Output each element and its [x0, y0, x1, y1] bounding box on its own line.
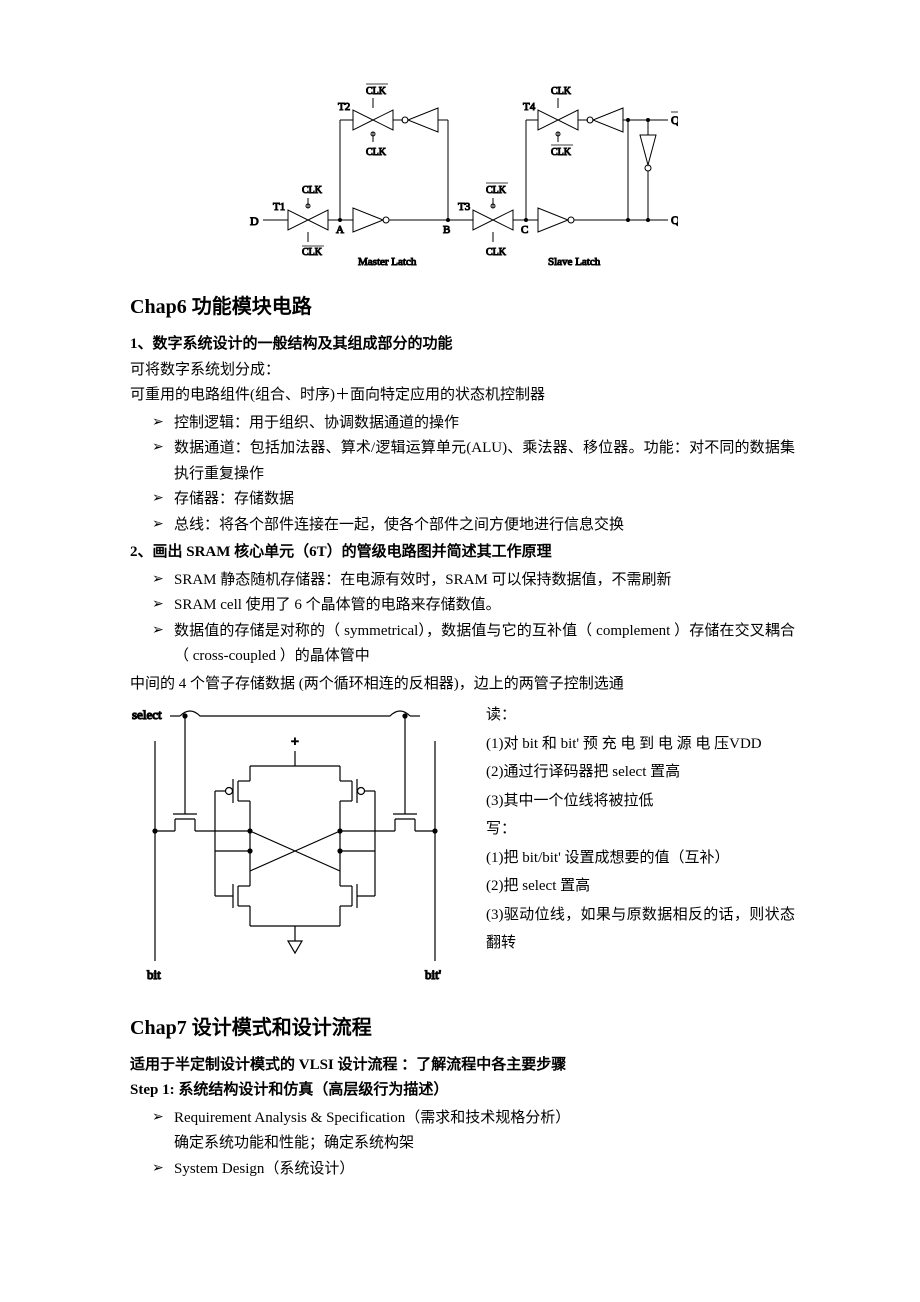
list-item: SRAM cell 使用了 6 个晶体管的电路来存储数值。 — [152, 593, 795, 619]
pmos-right — [340, 766, 375, 831]
sram-text: 读： (1)对 bit 和 bit' 预 充 电 到 电 源 电 压VDD (2… — [460, 701, 795, 958]
read-2: (2)通过行译码器把 select 置高 — [486, 758, 795, 787]
list-item: System Design（系统设计） — [152, 1157, 795, 1183]
access-left — [153, 714, 250, 833]
chap6-title: Chap6 功能模块电路 — [130, 290, 795, 324]
pmos-left — [215, 766, 250, 831]
sram-diagram: select bit bit' + — [130, 701, 460, 1001]
write-2: (2)把 select 置高 — [486, 872, 795, 901]
svg-text:C: C — [521, 224, 528, 236]
nmos-right — [340, 871, 375, 926]
nmos-left — [215, 871, 250, 926]
write-title: 写： — [486, 815, 795, 844]
read-3: (3)其中一个位线将被拉低 — [486, 787, 795, 816]
list-item: 控制逻辑：用于组织、协调数据通道的操作 — [152, 411, 795, 437]
svg-text:T3: T3 — [458, 201, 471, 213]
tgate-t2: CLK CLK T2 — [338, 84, 393, 158]
list-item: 存储器：存储数据 — [152, 487, 795, 513]
read-1: (1)对 bit 和 bit' 预 充 电 到 电 源 电 压VDD — [486, 730, 795, 759]
svg-text:CLK: CLK — [486, 185, 507, 196]
chap7-step1-title: Step 1: 系统结构设计和仿真（高层级行为描述） — [130, 1078, 795, 1104]
svg-text:CLK: CLK — [302, 247, 323, 258]
svg-text:Q: Q — [671, 113, 678, 127]
sram-block: select bit bit' + — [130, 701, 795, 1001]
list-item: Requirement Analysis & Specification（需求和… — [152, 1106, 795, 1157]
tgate-t4: CLK CLK T4 — [523, 86, 578, 158]
svg-text:T2: T2 — [338, 101, 350, 113]
bullet-line: System Design（系统设计） — [174, 1161, 354, 1177]
svg-text:Slave Latch: Slave Latch — [548, 256, 601, 268]
svg-text:CLK: CLK — [486, 247, 507, 258]
svg-text:Q: Q — [671, 213, 678, 227]
label-d: D — [250, 214, 259, 228]
chap7-list: Requirement Analysis & Specification（需求和… — [130, 1106, 795, 1183]
tgate-t1: CLK CLK T1 — [273, 185, 328, 258]
svg-text:CLK: CLK — [551, 86, 572, 97]
chap6-sec2-title: 2、画出 SRAM 核心单元（6T）的管级电路图并简述其工作原理 — [130, 540, 795, 566]
svg-text:Master Latch: Master Latch — [358, 256, 417, 268]
page-content: D CLK CLK T1 A — [0, 0, 920, 1244]
svg-text:select: select — [132, 707, 162, 722]
svg-text:T1: T1 — [273, 201, 285, 213]
chap7-title: Chap7 设计模式和设计流程 — [130, 1011, 795, 1045]
list-item: SRAM 静态随机存储器：在电源有效时，SRAM 可以保持数据值，不需刷新 — [152, 568, 795, 594]
latch-diagram: D CLK CLK T1 A — [130, 80, 795, 270]
write-3: (3)驱动位线，如果与原数据相反的话，则状态翻转 — [486, 901, 795, 958]
write-1: (1)把 bit/bit' 设置成想要的值（互补） — [486, 844, 795, 873]
list-item: 总线：将各个部件连接在一起，使各个部件之间方便地进行信息交换 — [152, 513, 795, 539]
chap6-sec1-title: 1、数字系统设计的一般结构及其组成部分的功能 — [130, 332, 795, 358]
chap6-sec1-list: 控制逻辑：用于组织、协调数据通道的操作 数据通道：包括加法器、算术/逻辑运算单元… — [130, 411, 795, 539]
svg-text:+: + — [291, 735, 299, 750]
chap6-sec2-after: 中间的 4 个管子存储数据 (两个循环相连的反相器)，边上的两管子控制选通 — [130, 672, 795, 698]
list-item: 数据通道：包括加法器、算术/逻辑运算单元(ALU)、乘法器、移位器。功能：对不同… — [152, 436, 795, 487]
latch-svg: D CLK CLK T1 A — [248, 80, 678, 270]
svg-text:CLK: CLK — [366, 147, 387, 158]
chap6-sec1-line2: 可重用的电路组件(组合、时序)＋面向特定应用的状态机控制器 — [130, 383, 795, 409]
svg-text:T4: T4 — [523, 101, 536, 113]
svg-text:CLK: CLK — [366, 86, 387, 97]
list-item: 数据值的存储是对称的（ symmetrical），数据值与它的互补值（ comp… — [152, 619, 795, 670]
svg-text:B: B — [443, 224, 450, 236]
read-title: 读： — [486, 701, 795, 730]
sram-svg: select bit bit' + — [130, 701, 460, 991]
svg-text:CLK: CLK — [551, 147, 572, 158]
svg-text:A: A — [336, 224, 344, 236]
bullet-line: Requirement Analysis & Specification（需求和… — [174, 1110, 570, 1126]
svg-text:CLK: CLK — [302, 185, 323, 196]
chap7-sec-title: 适用于半定制设计模式的 VLSI 设计流程 ：了解流程中各主要步骤 — [130, 1053, 795, 1079]
chap6-sec1-line1: 可将数字系统划分成： — [130, 358, 795, 384]
access-right — [340, 714, 437, 833]
bullet-sub: 确定系统功能和性能；确定系统构架 — [174, 1135, 414, 1151]
svg-text:bit': bit' — [425, 967, 441, 982]
svg-text:bit: bit — [147, 967, 161, 982]
chap6-sec2-list: SRAM 静态随机存储器：在电源有效时，SRAM 可以保持数据值，不需刷新 SR… — [130, 568, 795, 670]
